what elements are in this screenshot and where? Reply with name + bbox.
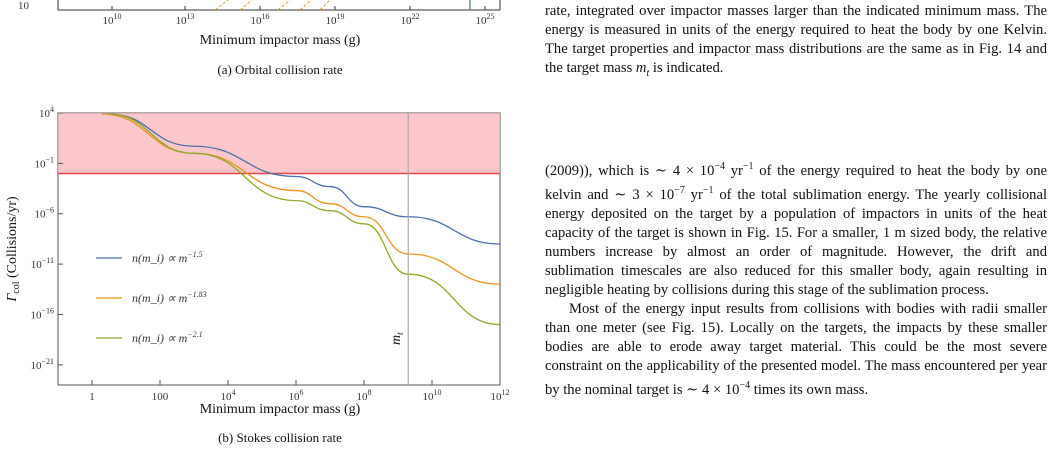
top-plot: 10 1010 1013 1016 1019 1022 1025 Minimum impa… (18, 0, 501, 48)
y-tick-label: 10−6 (34, 206, 54, 221)
figure-caption-text: rate, integrated over impactor masses la… (545, 2, 1047, 83)
legend-label-1: n(m_i) ∝ m−1.5 (132, 250, 203, 265)
y-tick-label: 10−1 (34, 155, 54, 170)
x-axis-ticks: 1 100 104 106 108 1010 1012 (89, 380, 510, 403)
paragraph-3: Most of the energy input results from co… (545, 300, 1047, 398)
paragraph-1: rate, integrated over impactor masses la… (545, 3, 1047, 79)
y-tick-label: 104 (39, 105, 54, 120)
top-plot-dashed-lines (214, 0, 331, 11)
top-x-tick-label: 1019 (326, 12, 345, 27)
x-tick-label: 1010 (423, 388, 442, 403)
series-line-1 (108, 113, 500, 245)
x-tick-label: 1 (89, 391, 95, 403)
y-tick-label: 10−11 (31, 256, 54, 271)
shaded-region (58, 113, 500, 175)
top-plot-x-ticks: 1010 1013 1016 1019 1022 1025 (103, 6, 495, 27)
x-axis-label: Minimum impactor mass (g) (200, 402, 361, 417)
y-tick-label: 10−16 (30, 306, 54, 321)
x-tick-label: 106 (289, 388, 304, 403)
legend: n(m_i) ∝ m−1.5 n(m_i) ∝ m−1.83 n(m_i) ∝ m−… (96, 250, 207, 345)
x-tick-label: 104 (221, 388, 236, 403)
target-mass-marker: mt (389, 113, 409, 385)
body-text: (2009)), which is ∼ 4 × 10−4 yr−1 of the… (545, 157, 1047, 400)
top-x-tick-label: 1010 (103, 12, 122, 27)
shaded-area (58, 113, 500, 174)
top-x-tick-label: 1025 (476, 12, 495, 27)
x-tick-label: 108 (357, 388, 372, 403)
series-line-3 (108, 113, 500, 326)
y-axis-label: Γcol (Collisions/yr) (5, 196, 22, 303)
legend-label-3: n(m_i) ∝ m−2.1 (132, 330, 203, 345)
target-mass-label: mt (389, 332, 405, 345)
x-tick-label: 1012 (491, 388, 510, 403)
top-x-tick-label: 1016 (251, 12, 270, 27)
figure-panel: 10 1010 1013 1016 1019 1022 1025 Minimum impa… (5, 0, 510, 417)
series-lines (102, 113, 500, 326)
legend-label-2: n(m_i) ∝ m−1.83 (132, 290, 207, 305)
caption-bottom: (b) Stokes collision rate (218, 430, 342, 445)
y-tick-label: 10−21 (30, 357, 54, 372)
paragraph-2: (2009)), which is ∼ 4 × 10−4 yr−1 of the… (545, 161, 1048, 298)
x-tick-label: 100 (152, 391, 169, 403)
top-plot-y-tick: 10 (18, 0, 30, 12)
caption-top: (a) Orbital collision rate (217, 62, 343, 77)
top-x-tick-label: 1013 (176, 12, 195, 27)
top-x-tick-label: 1022 (401, 12, 420, 27)
top-plot-x-label: Minimum impactor mass (g) (200, 33, 361, 48)
y-axis-ticks: 104 10−1 10−6 10−11 10−16 10−21 (30, 105, 63, 372)
stokes-collision-plot: 104 10−1 10−6 10−11 10−16 10−21 1 100 104 106 108… (5, 105, 510, 417)
